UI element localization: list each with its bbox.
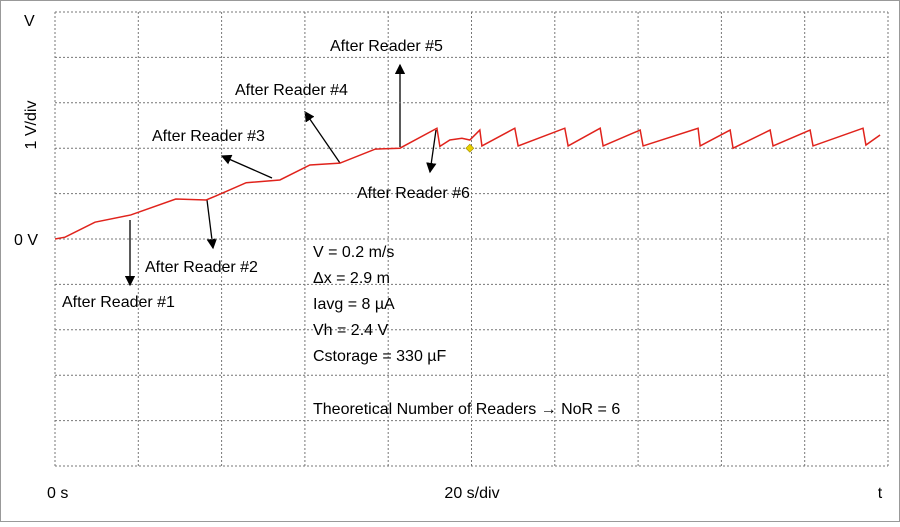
note: Δx = 2.9 m — [313, 270, 390, 287]
arrow — [220, 154, 273, 179]
arrows — [124, 63, 437, 287]
x-label: t — [878, 485, 883, 502]
note: Vh = 2.4 V — [313, 322, 388, 339]
marker — [465, 143, 475, 153]
note: Theoretical Number of Readers → NoR = 6 — [313, 401, 620, 418]
note: Iavg = 8 µA — [313, 296, 395, 313]
annotation: After Reader #3 — [152, 128, 265, 145]
x-scale: 20 s/div — [444, 485, 499, 502]
annotation: After Reader #5 — [330, 38, 443, 55]
annotation: After Reader #4 — [235, 82, 348, 99]
arrow — [304, 110, 341, 164]
annotation: After Reader #2 — [145, 259, 258, 276]
note: V = 0.2 m/s — [313, 244, 394, 261]
y-tick-label: 0 V — [14, 232, 38, 249]
annotation: After Reader #6 — [357, 185, 470, 202]
annotation: After Reader #1 — [62, 294, 175, 311]
arrow — [426, 129, 437, 174]
y-scale: 1 V/div — [23, 101, 40, 150]
y-label: V — [24, 13, 35, 30]
note: Cstorage = 330 µF — [313, 348, 447, 365]
trace — [54, 127, 881, 240]
x-tick-label: 0 s — [47, 485, 68, 502]
arrow — [206, 199, 218, 250]
